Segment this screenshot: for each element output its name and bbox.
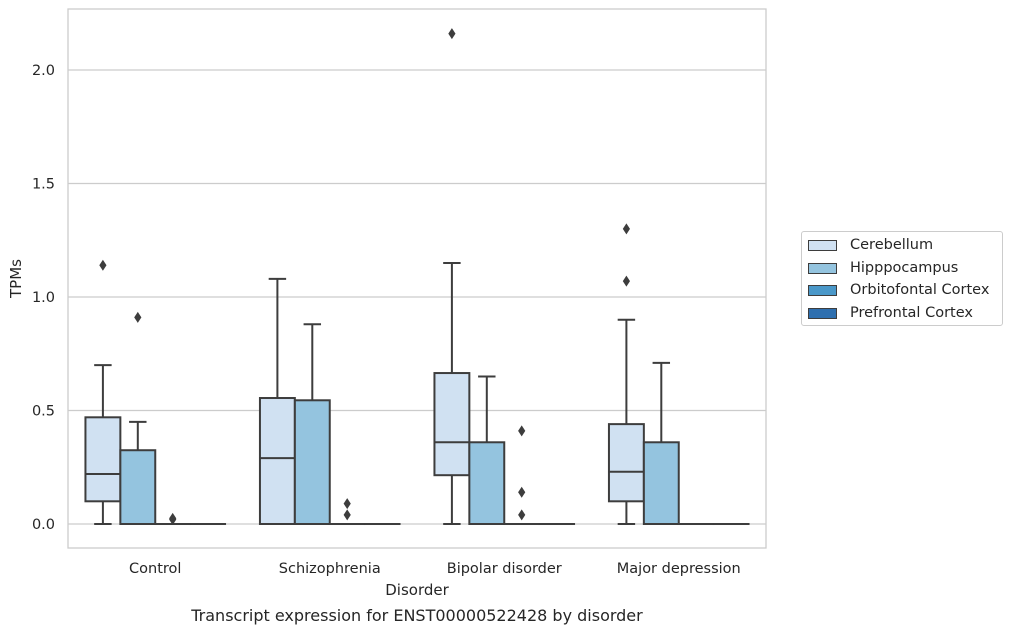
box-series: [84, 28, 750, 526]
box-orbitofontal-cortex: [328, 498, 366, 526]
outlier-point: [518, 509, 526, 521]
box-cerebellum: [84, 259, 122, 525]
outlier-point: [622, 275, 630, 287]
y-tick-label: 1.0: [32, 290, 55, 306]
outlier-point: [518, 425, 526, 437]
y-axis-ticks: 0.0 0.5 1.0 1.5 2.0: [32, 63, 55, 533]
box-cerebellum: [607, 223, 645, 525]
box-cerebellum: [433, 28, 471, 525]
outlier-point: [134, 311, 142, 323]
outlier-point: [518, 486, 526, 498]
box-iqr: [607, 423, 645, 503]
legend-swatch-orbitofrontal-cortex: [808, 284, 837, 296]
y-tick-label: 1.5: [32, 177, 55, 193]
outlier-point: [169, 512, 177, 524]
legend-label: Cerebellum: [850, 237, 934, 253]
box-cerebellum: [258, 277, 296, 526]
outlier-point: [343, 498, 351, 510]
box-iqr: [642, 441, 680, 525]
box-iqr: [119, 449, 157, 526]
box-orbitofontal-cortex: [503, 425, 541, 526]
box-orbitofontal-cortex: [154, 512, 192, 526]
y-tick-label: 0.0: [32, 517, 55, 533]
figure-caption: Transcript expression for ENST0000052242…: [191, 606, 643, 625]
outlier-point: [622, 223, 630, 235]
x-tick-label: Major depression: [617, 561, 741, 577]
y-tick-label: 0.5: [32, 404, 55, 420]
box-hipppocampus: [642, 361, 680, 525]
legend-item-prefrontal-cortex: Prefrontal Cortex: [808, 304, 973, 322]
box-iqr: [433, 372, 471, 477]
x-tick-label: Control: [129, 561, 181, 577]
box-hipppocampus: [119, 311, 157, 526]
plot-area-frame: [67, 8, 767, 549]
x-axis-ticks: Control Schizophrenia Bipolar disorder Majo…: [129, 561, 741, 577]
y-tick-label: 2.0: [32, 63, 55, 79]
box-iqr: [258, 397, 296, 526]
outlier-point: [99, 259, 107, 271]
legend-item-orbitofrontal-cortex: Orbitofontal Cortex: [808, 281, 989, 299]
legend-label: Orbitofontal Cortex: [850, 282, 990, 298]
box-iqr: [468, 441, 506, 525]
legend-item-cerebellum: Cerebellum: [808, 236, 933, 254]
box-iqr: [293, 399, 331, 525]
legend-swatch-cerebellum: [808, 239, 837, 251]
x-tick-label: Bipolar disorder: [447, 561, 562, 577]
box-hipppocampus: [468, 375, 506, 525]
y-axis-title: TPMs: [7, 259, 25, 299]
x-axis-title: Disorder: [385, 581, 449, 599]
outlier-point: [448, 28, 456, 40]
legend-item-hippocampus: Hipppocampus: [808, 259, 958, 277]
legend-label: Prefrontal Cortex: [850, 305, 973, 321]
box-hipppocampus: [293, 323, 331, 525]
legend: Cerebellum Hipppocampus Orbitofontal Cor…: [801, 231, 1003, 326]
legend-swatch-hippocampus: [808, 262, 837, 274]
x-tick-label: Schizophrenia: [279, 561, 381, 577]
outlier-point: [343, 509, 351, 521]
box-iqr: [84, 416, 122, 503]
legend-swatch-prefrontal-cortex: [808, 307, 837, 319]
legend-label: Hipppocampus: [850, 260, 959, 276]
